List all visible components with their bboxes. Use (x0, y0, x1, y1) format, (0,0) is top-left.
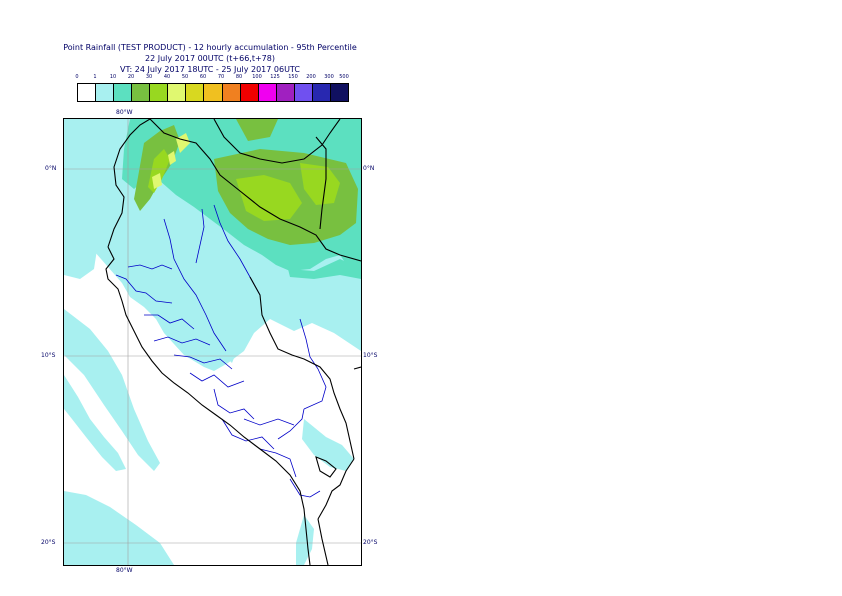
lake-titicaca (315, 456, 337, 478)
legend-label: 500 (339, 74, 349, 80)
legend-swatch (185, 84, 204, 101)
border-chile (317, 518, 329, 565)
legend-labels: 0 1 10 20 30 40 50 60 70 80 100 125 150 … (75, 74, 349, 83)
region-boundary (153, 336, 211, 346)
legend-color-bar (77, 83, 349, 102)
legend-swatch (311, 84, 330, 101)
title-line-3: VT: 24 July 2017 18UTC - 25 July 2017 06… (120, 65, 300, 74)
region-boundary (243, 418, 295, 426)
legend-swatch (239, 84, 258, 101)
rainfall-area-south-inland (302, 419, 354, 471)
legend-swatch (131, 84, 150, 101)
region-boundary (189, 372, 245, 388)
region-boundary (195, 208, 205, 264)
border-peru-brazil (249, 276, 355, 460)
rainfall-peak-andes-2 (152, 173, 162, 189)
lat-label-right-20: 20°S (363, 539, 378, 546)
border-ecuador-east (149, 119, 361, 262)
legend-label: 60 (199, 74, 207, 80)
legend-swatch (95, 84, 114, 101)
legend-swatch (167, 84, 186, 101)
legend-label: 70 (217, 74, 225, 80)
legend-swatch (78, 84, 96, 101)
rainfall-area-ocean-north (64, 209, 98, 279)
map-title: Point Rainfall (TEST PRODUCT) - 12 hourl… (60, 42, 360, 75)
legend-label: 200 (306, 74, 316, 80)
rainfall-streak-andes (212, 299, 240, 363)
region-boundary (213, 388, 255, 420)
legend-label: 150 (288, 74, 298, 80)
rainfall-band-ocean-1 (64, 309, 160, 471)
lat-label-right-0: 0°N (363, 165, 375, 172)
region-boundary (289, 478, 321, 498)
legend-swatch (203, 84, 222, 101)
rainfall-area-amazon-peak-1 (236, 175, 302, 221)
legend-label: 0 (75, 74, 79, 80)
lon-label-top: 80°W (116, 109, 133, 116)
region-boundary (144, 314, 195, 330)
border-brazil-west (315, 136, 327, 230)
region-boundary (221, 418, 275, 450)
graticule (64, 119, 361, 565)
rainfall-40-50-layer (152, 133, 190, 189)
region-boundary (173, 354, 233, 370)
lat-label-left-0: 0°N (45, 165, 57, 172)
rainfall-area-amazon-south (288, 259, 361, 279)
rainfall-30-40-layer (148, 149, 340, 221)
legend-label: 30 (145, 74, 153, 80)
legend-label: 40 (163, 74, 171, 80)
region-boundary (163, 218, 227, 352)
legend-label: 125 (270, 74, 280, 80)
lat-label-right-10: 10°S (363, 352, 378, 359)
border-colombia (213, 119, 341, 164)
legend-label: 20 (127, 74, 135, 80)
region-boundary (127, 264, 173, 270)
rainfall-area-ocean-south (64, 491, 174, 565)
legend-label: 50 (181, 74, 189, 80)
legend-swatch (149, 84, 168, 101)
lon-label-bottom: 80°W (116, 567, 133, 574)
coastline-peru (105, 246, 311, 565)
region-boundary (259, 448, 297, 478)
title-line-2: 22 July 2017 00UTC (t+66,t+78) (145, 54, 275, 63)
legend-label: 1 (93, 74, 97, 80)
rainfall-map (64, 119, 361, 565)
rainfall-band-ocean-2 (64, 375, 126, 471)
legend-swatch (293, 84, 312, 101)
lat-label-left-10: 10°S (41, 352, 56, 359)
border-bolivia (317, 458, 355, 520)
legend-label: 300 (324, 74, 334, 80)
border-east-south (353, 366, 361, 370)
country-outlines (105, 119, 361, 565)
region-boundary (277, 408, 305, 440)
rainfall-peak-andes-3 (168, 151, 176, 165)
color-legend: 0 1 10 20 30 40 50 60 70 80 100 125 150 … (75, 74, 349, 102)
legend-swatch (275, 84, 294, 101)
region-boundary (299, 318, 319, 370)
rainfall-streak-south (296, 515, 314, 565)
border-ecuador (107, 119, 151, 248)
legend-label: 100 (252, 74, 262, 80)
region-boundary (115, 274, 173, 304)
legend-swatch (329, 84, 348, 101)
legend-swatch (257, 84, 276, 101)
rainfall-area-north-border (236, 119, 278, 141)
map-panel (63, 118, 362, 566)
rainfall-peak-andes-1 (176, 133, 190, 153)
title-line-1: Point Rainfall (TEST PRODUCT) - 12 hourl… (63, 43, 357, 52)
region-boundary (303, 368, 327, 410)
lat-label-left-20: 20°S (41, 539, 56, 546)
rainfall-area-amazon-peak-2 (300, 163, 340, 205)
legend-label: 10 (109, 74, 117, 80)
legend-label: 80 (235, 74, 243, 80)
legend-swatch (113, 84, 132, 101)
legend-swatch (221, 84, 240, 101)
